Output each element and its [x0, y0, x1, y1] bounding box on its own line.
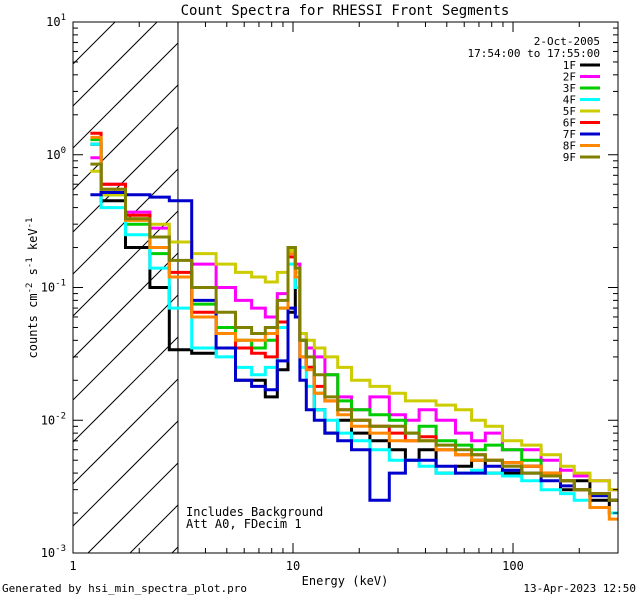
hatch-line: [87, 462, 179, 554]
timestamp-label: 13-Apr-2023 12:50: [523, 582, 636, 595]
y-tick-label: 101: [46, 13, 66, 29]
annotation-background: Includes Background: [186, 505, 323, 519]
hatch-line: [72, 420, 179, 527]
series-8f-line: [90, 135, 618, 521]
hatch-line: [72, 42, 179, 149]
hatch-line: [72, 378, 179, 485]
legend-label-7f: 7F: [563, 128, 576, 141]
hatch-line: [72, 126, 179, 233]
y-tick-label: 100: [46, 146, 66, 162]
hatch-line: [72, 21, 116, 65]
hatch-line: [129, 504, 179, 554]
legend-label-9f: 9F: [563, 151, 576, 164]
y-tick-label: 10-3: [41, 544, 66, 560]
annotation-attenuator: Att A0, FDecim 1: [186, 517, 302, 531]
x-tick-label: 1: [69, 559, 76, 573]
spectra-series-group: [90, 131, 618, 521]
chart-title: Count Spectra for RHESSI Front Segments: [181, 3, 510, 19]
series-5f-line: [90, 169, 618, 492]
x-tick-label: 10: [286, 559, 300, 573]
y-axis-label: counts cm-2 s-1 keV-1: [25, 218, 40, 359]
y-tick-label: 10-1: [41, 279, 66, 295]
x-tick-label: 100: [502, 559, 524, 573]
legend-label-8f: 8F: [563, 140, 576, 153]
hatch-line: [72, 21, 158, 107]
hatch-line: [72, 336, 179, 443]
legend-label-5f: 5F: [563, 105, 576, 118]
legend-label-2f: 2F: [563, 71, 576, 84]
y-tick-label: 10-2: [41, 411, 66, 427]
hatch-line: [72, 294, 179, 401]
x-axis-ticks: 1 10 100: [69, 22, 619, 573]
series-9f-line: [90, 162, 618, 502]
hatch-line: [171, 546, 179, 554]
generated-by-label: Generated by hsi_min_spectra_plot.pro: [2, 582, 248, 595]
y-axis-ticks: 10-3 10-2 10-1 100 101: [41, 13, 618, 560]
legend-label-6f: 6F: [563, 117, 576, 130]
legend-label-4f: 4F: [563, 94, 576, 107]
legend-label-3f: 3F: [563, 82, 576, 95]
hatch-line: [72, 84, 179, 191]
legend-label-1f: 1F: [563, 59, 576, 72]
series-4f-line: [90, 142, 618, 515]
date-label: 2-Oct-2005: [534, 35, 600, 48]
x-axis-label: Energy (keV): [302, 574, 389, 588]
hatch-line: [72, 252, 179, 359]
time-range-label: 17:54:00 to 17:55:00: [468, 47, 600, 60]
